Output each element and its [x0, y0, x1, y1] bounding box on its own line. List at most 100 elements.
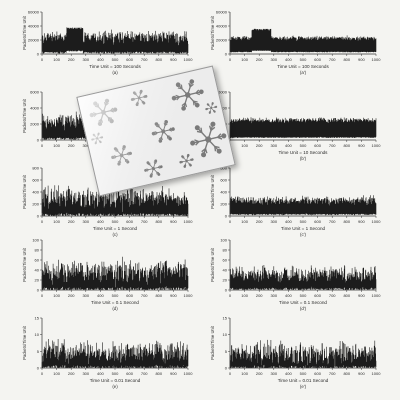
- x-tick-label: 600: [314, 371, 321, 376]
- panel-label: (c'): [300, 232, 306, 237]
- x-tick-label: 800: [343, 371, 350, 376]
- x-tick-label: 100: [241, 219, 248, 224]
- y-tick-label: 40: [35, 268, 40, 273]
- x-tick-label: 500: [112, 371, 119, 376]
- x-tick-label: 600: [126, 57, 133, 62]
- x-tick-label: 700: [141, 57, 148, 62]
- x-tick-label: 500: [300, 371, 307, 376]
- x-tick-label: 800: [343, 143, 350, 148]
- data-series-trace: [229, 265, 377, 290]
- x-tick-label: 600: [126, 293, 133, 298]
- x-tick-label: 100: [53, 143, 60, 148]
- x-tick-label: 100: [241, 143, 248, 148]
- x-tick-label: 400: [285, 219, 292, 224]
- y-tick-label: 20000: [28, 38, 40, 43]
- x-tick-label: 400: [285, 293, 292, 298]
- x-tick-label: 800: [155, 219, 162, 224]
- x-tick-label: 200: [256, 57, 263, 62]
- y-axis-label: Packets/Time Unit: [210, 325, 215, 360]
- x-tick-label: 400: [285, 143, 292, 148]
- y-tick-label: 400: [32, 190, 39, 195]
- y-tick-label: 60000: [216, 10, 228, 15]
- y-tick-label: 10: [223, 332, 228, 337]
- x-tick-label: 800: [155, 371, 162, 376]
- chart-panel: 0 200 400 600 800 0 100 200 300 400 500 600 700 800 90…: [210, 166, 381, 238]
- y-tick-label: 0: [37, 138, 40, 143]
- x-tick-label: 400: [97, 293, 104, 298]
- x-tick-label: 200: [68, 219, 75, 224]
- y-tick-label: 20000: [216, 38, 228, 43]
- x-tick-label: 300: [270, 371, 277, 376]
- x-axis-label: Time Unit = 10 Seconds: [279, 150, 329, 155]
- x-tick-label: 400: [97, 219, 104, 224]
- y-tick-label: 0: [37, 288, 40, 293]
- x-tick-label: 300: [270, 293, 277, 298]
- x-tick-label: 200: [68, 143, 75, 148]
- panel-label: (d): [112, 306, 118, 311]
- x-axis-label: Time Unit = 0.1 Second: [91, 300, 139, 305]
- x-tick-label: 700: [329, 293, 336, 298]
- x-tick-label: 1000: [184, 293, 194, 298]
- x-tick-label: 0: [41, 143, 44, 148]
- x-tick-label: 800: [343, 219, 350, 224]
- data-series-trace: [229, 195, 377, 216]
- x-tick-label: 900: [170, 293, 177, 298]
- x-tick-label: 400: [97, 57, 104, 62]
- y-tick-label: 60000: [28, 10, 40, 15]
- x-tick-label: 1000: [372, 219, 382, 224]
- panel-label: (b'): [300, 156, 307, 161]
- x-tick-label: 100: [241, 57, 248, 62]
- y-tick-label: 0: [225, 52, 228, 57]
- y-tick-label: 400: [220, 190, 227, 195]
- y-tick-label: 20: [35, 278, 40, 283]
- y-axis-label: Packets/Time Unit: [22, 247, 27, 282]
- x-tick-label: 100: [241, 293, 248, 298]
- panel-label: (e'): [300, 384, 307, 389]
- y-tick-label: 200: [32, 202, 39, 207]
- y-tick-label: 6000: [218, 90, 228, 95]
- y-tick-label: 200: [220, 202, 227, 207]
- x-tick-label: 200: [256, 219, 263, 224]
- x-tick-label: 900: [170, 219, 177, 224]
- y-axis-label: Packets/Time Unit: [210, 247, 215, 282]
- y-tick-label: 5: [37, 349, 40, 354]
- x-tick-label: 300: [82, 143, 89, 148]
- x-axis-label: Time Unit = 0.1 Second: [279, 300, 327, 305]
- chart-panel: 0 5 10 15 0 100 200 300 400 500 600 700 800 900 1000 Pa…: [22, 316, 193, 390]
- y-tick-label: 600: [32, 178, 39, 183]
- x-tick-label: 1000: [372, 57, 382, 62]
- x-tick-label: 0: [41, 57, 44, 62]
- x-axis-label: Time Unit = 100 Seconds: [277, 64, 329, 69]
- y-tick-label: 40: [223, 268, 228, 273]
- y-tick-label: 100: [32, 238, 39, 243]
- data-series-trace: [41, 27, 189, 54]
- x-tick-label: 600: [314, 57, 321, 62]
- y-axis-label: Packets/Time Unit: [210, 15, 215, 50]
- x-axis-label: Time Unit = 0.01 Second: [90, 378, 141, 383]
- x-tick-label: 200: [256, 293, 263, 298]
- x-tick-label: 700: [141, 293, 148, 298]
- chart-panel: 0 20000 40000 60000 0 100 200 300 400 500 600 700 80…: [22, 10, 193, 76]
- data-series-trace: [229, 117, 377, 139]
- chart-panel: 0 200 400 600 800 0 100 200 300 400 500 600 700 800 90…: [22, 166, 193, 238]
- y-tick-label: 80: [35, 248, 40, 253]
- x-tick-label: 800: [343, 57, 350, 62]
- x-tick-label: 0: [41, 371, 44, 376]
- x-tick-label: 800: [155, 57, 162, 62]
- y-tick-label: 15: [35, 316, 40, 321]
- x-tick-label: 0: [229, 57, 232, 62]
- data-series-trace: [41, 339, 189, 368]
- x-tick-label: 100: [241, 371, 248, 376]
- x-tick-label: 300: [82, 293, 89, 298]
- x-tick-label: 900: [358, 143, 365, 148]
- y-tick-label: 0: [37, 366, 40, 371]
- x-tick-label: 200: [68, 371, 75, 376]
- x-tick-label: 500: [112, 219, 119, 224]
- x-tick-label: 500: [112, 293, 119, 298]
- x-tick-label: 300: [82, 219, 89, 224]
- y-tick-label: 20: [223, 278, 228, 283]
- x-axis-label: Time Unit = 100 Seconds: [89, 64, 141, 69]
- x-tick-label: 1000: [184, 371, 194, 376]
